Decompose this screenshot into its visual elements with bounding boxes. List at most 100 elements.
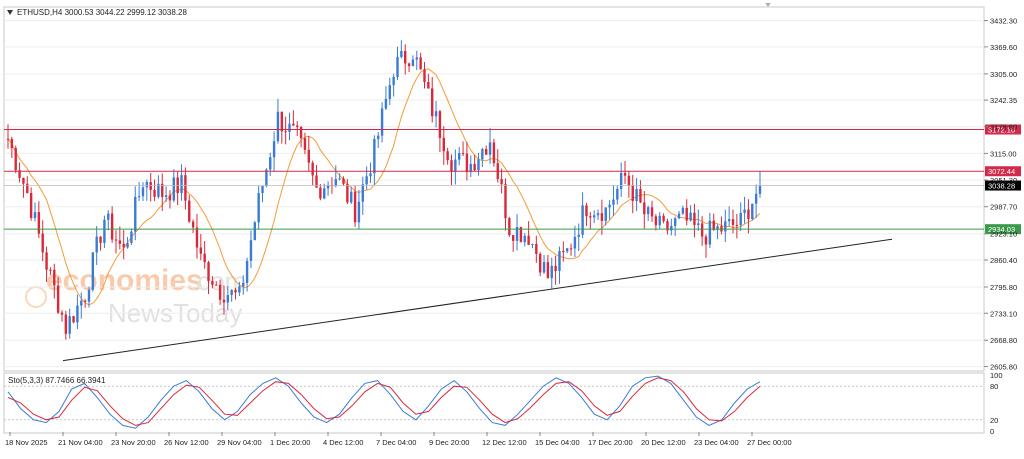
bull-candle [658,215,661,226]
bear-candle [700,223,704,237]
bull-candle [515,226,519,241]
bear-candle [450,160,453,172]
bear-candle [319,187,322,199]
bear-candle [6,138,10,140]
bull-candle [392,77,395,86]
bear-candle [627,175,631,186]
stochastic-tick-label: 100 [990,371,1003,380]
bull-candle [126,243,129,248]
y-tick-label: 3115.00 [990,149,1017,158]
bear-candle [650,207,654,217]
x-tick-label: 17 Dec 20:00 [588,438,633,447]
triangle-down-icon[interactable] [7,10,13,15]
bull-candle [172,177,176,201]
bear-candle [639,189,642,203]
bear-candle [442,137,445,152]
current-price-bg [985,180,1021,191]
bear-candle [735,224,739,226]
y-tick-label: 2668.80 [990,336,1017,345]
watermark-suffix: .com [190,266,246,296]
collapse-icon[interactable] [765,3,771,7]
bear-candle [199,247,203,254]
bear-candle [22,177,25,184]
bull-candle [80,300,83,306]
bear-candle [654,216,658,226]
bull-candle [616,188,619,200]
stochastic-indicator: 100 80 20 0 [4,371,1003,436]
level-label: 3172.10 [988,126,1015,135]
bull-candle [95,236,98,253]
bear-candle [747,209,750,220]
bear-candle [704,236,708,245]
stochastic-signal-line [7,377,761,426]
bull-candle [134,196,137,232]
bear-candle [712,220,715,230]
bear-candle [465,153,469,172]
bear-candle [122,243,125,248]
watermark-main: economies [46,264,203,297]
bull-candle [565,248,569,252]
x-tick-label: 27 Dec 00:00 [747,438,792,447]
bull-candle [230,289,233,296]
bull-candle [754,193,758,204]
y-tick-label: 2795.80 [990,283,1017,292]
candles [6,40,762,340]
bear-candle [83,300,87,302]
bull-candle [257,193,260,223]
bear-candle [407,63,411,67]
bear-candle [585,205,588,217]
bear-candle [546,262,550,279]
current-price-label: 3038.28 [988,182,1015,191]
stochastic-title: Sto(5,3,3) 87.7466 66.3941 [8,376,106,385]
bull-candle [249,240,253,261]
support-trendline [62,238,893,362]
bear-candle [342,178,345,184]
bull-candle [369,173,372,177]
bear-candle [431,88,434,117]
bull-candle [550,265,553,279]
bull-candle [261,186,264,194]
x-tick-label: 7 Dec 04:00 [376,438,416,447]
bear-candle [60,312,64,315]
bear-candle [693,212,696,225]
bear-candle [10,139,14,149]
bear-candle [535,243,538,254]
bull-candle [758,185,762,194]
bear-candle [446,151,449,161]
stochastic-tick-label: 80 [990,382,998,391]
bull-candle [242,282,245,287]
bull-candle [523,235,526,243]
bear-candle [149,181,152,190]
bear-candle [299,127,303,139]
bull-candle [677,213,681,219]
bull-candle [581,205,584,235]
bear-candle [191,221,195,228]
bull-candle [350,191,353,203]
y-tick-label: 3305.00 [990,70,1017,79]
bull-candle [434,111,438,117]
bull-candle [373,139,376,174]
bull-candle [400,50,403,57]
bull-candle [488,142,492,155]
bull-candle [469,164,472,172]
bull-candle [338,178,341,180]
bull-candle [727,219,731,222]
bull-candle [357,201,361,223]
y-tick-label: 2733.10 [990,309,1017,318]
bear-candle [346,183,349,203]
bull-candle [612,199,615,205]
bull-candle [542,262,546,273]
bull-candle [130,231,133,244]
y-tick-label: 2860.40 [990,256,1017,265]
y-tick-label: 3051.30 [990,176,1017,185]
bull-candle [670,225,673,231]
level-label: 3072.44 [988,167,1015,176]
bear-candle [110,213,114,240]
bull-candle [33,212,37,219]
chart-header: ETHUSD,H4 3000.53 3044.22 2999.12 3038.2… [7,8,187,17]
chart-title: ETHUSD,H4 3000.53 3044.22 2999.12 3038.2… [17,8,187,17]
x-tick-label: 21 Nov 04:00 [58,438,103,447]
bull-candle [716,226,719,230]
